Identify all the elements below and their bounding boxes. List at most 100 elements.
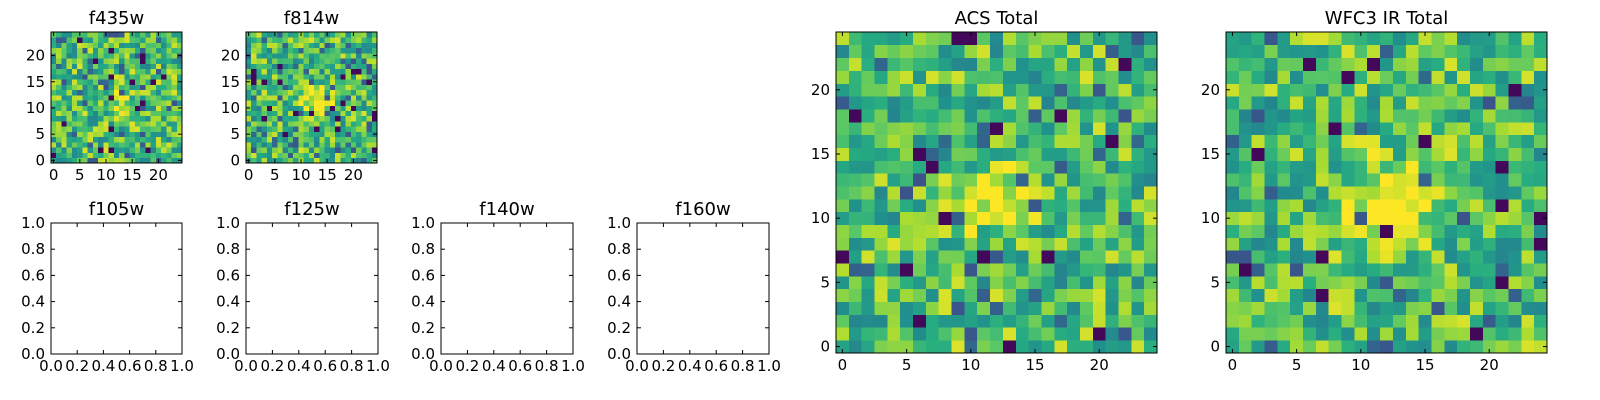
heatmap-cell bbox=[1315, 314, 1330, 328]
heatmap-cell bbox=[1303, 198, 1317, 213]
heatmap-cell bbox=[1508, 109, 1522, 123]
heatmap-cell bbox=[166, 94, 172, 101]
heatmap-cell bbox=[1251, 275, 1265, 290]
heatmap-cell bbox=[1226, 314, 1240, 328]
heatmap-cell bbox=[92, 84, 99, 91]
x-tick-label: 15 bbox=[1415, 356, 1434, 374]
heatmap-cell bbox=[134, 126, 141, 132]
heatmap-cell bbox=[1431, 57, 1445, 71]
heatmap-cell bbox=[98, 89, 104, 96]
heatmap-cell bbox=[1328, 211, 1342, 225]
heatmap-cell bbox=[1105, 237, 1119, 251]
axes-frame bbox=[636, 222, 770, 355]
heatmap-cell bbox=[350, 58, 357, 64]
heatmap-cell bbox=[98, 136, 104, 143]
heatmap-cell bbox=[92, 126, 99, 132]
heatmap-cell bbox=[329, 115, 336, 122]
heatmap-cell bbox=[900, 224, 914, 238]
heatmap-cell bbox=[319, 42, 325, 49]
heatmap-cell bbox=[1521, 211, 1535, 225]
heatmap-cell bbox=[356, 142, 362, 148]
heatmap-cell bbox=[977, 32, 991, 46]
heatmap-cell bbox=[1328, 147, 1342, 161]
heatmap-cell bbox=[938, 83, 952, 97]
heatmap-cell bbox=[1303, 288, 1317, 303]
heatmap-cell bbox=[1315, 173, 1330, 187]
y-tick-label: 0.8 bbox=[216, 240, 240, 258]
y-tick-label: 0 bbox=[230, 151, 240, 169]
heatmap-cell bbox=[329, 126, 336, 132]
heatmap-cell bbox=[1131, 250, 1145, 264]
heatmap-cell bbox=[951, 121, 965, 136]
heatmap-cell bbox=[155, 58, 162, 64]
heatmap-cell bbox=[350, 147, 357, 153]
heatmap-cell bbox=[1054, 32, 1068, 46]
heatmap-cell bbox=[887, 263, 901, 277]
heatmap-cell bbox=[56, 84, 62, 91]
heatmap-cell bbox=[103, 52, 110, 59]
heatmap-cell bbox=[1328, 275, 1342, 290]
heatmap-cell bbox=[298, 152, 305, 159]
heatmap-cell bbox=[66, 157, 73, 164]
heatmap-cell bbox=[319, 131, 325, 138]
heatmap-cell bbox=[1482, 275, 1497, 290]
heatmap-cell bbox=[277, 79, 284, 85]
heatmap-cell bbox=[340, 63, 346, 70]
heatmap-cell bbox=[1444, 301, 1458, 315]
heatmap-cell bbox=[1238, 173, 1253, 187]
heatmap-cell bbox=[900, 237, 914, 251]
heatmap-cell bbox=[171, 100, 178, 106]
heatmap-cell bbox=[366, 136, 373, 143]
panel-title: ACS Total bbox=[955, 8, 1039, 29]
axes-frame bbox=[835, 31, 1158, 354]
heatmap-cell bbox=[298, 147, 305, 153]
heatmap-cell bbox=[61, 79, 68, 85]
heatmap-cell bbox=[256, 121, 263, 127]
heatmap-cell bbox=[1079, 121, 1094, 136]
heatmap-cell bbox=[61, 131, 68, 138]
heatmap-cell bbox=[1482, 288, 1497, 303]
heatmap-cell bbox=[1392, 134, 1407, 148]
heatmap-cell bbox=[1380, 198, 1394, 213]
heatmap-cell bbox=[977, 327, 991, 341]
heatmap-cell bbox=[345, 115, 352, 122]
heatmap-cell bbox=[324, 58, 331, 64]
heatmap-cell bbox=[1341, 327, 1355, 341]
heatmap-cell bbox=[356, 79, 362, 85]
heatmap-cell bbox=[1521, 327, 1535, 341]
heatmap-cell bbox=[51, 142, 57, 148]
heatmap-cell bbox=[266, 142, 273, 148]
heatmap-cell bbox=[1444, 147, 1458, 161]
heatmap-cell bbox=[977, 147, 991, 161]
heatmap-cell bbox=[356, 89, 362, 96]
heatmap-cell bbox=[1144, 211, 1158, 225]
heatmap-cell bbox=[335, 105, 341, 111]
heatmap-cell bbox=[171, 105, 178, 111]
heatmap-cell bbox=[1264, 314, 1278, 328]
heatmap-cell bbox=[1290, 83, 1304, 97]
heatmap-cell bbox=[1002, 314, 1017, 328]
heatmap-cell bbox=[293, 89, 299, 96]
heatmap-cell bbox=[113, 126, 120, 132]
heatmap-cell bbox=[1328, 121, 1342, 136]
heatmap-cell bbox=[87, 131, 94, 138]
heatmap-cell bbox=[938, 173, 952, 187]
heatmap-cell bbox=[1290, 160, 1304, 174]
heatmap-cell bbox=[140, 37, 146, 43]
heatmap-cell bbox=[266, 73, 273, 80]
heatmap-cell bbox=[324, 115, 331, 122]
heatmap-cell bbox=[1354, 109, 1368, 123]
heatmap-cell bbox=[98, 52, 104, 59]
heatmap-cell bbox=[56, 152, 62, 159]
heatmap-cell bbox=[71, 58, 78, 64]
heatmap-cell bbox=[836, 147, 850, 161]
heatmap-cell bbox=[256, 79, 263, 85]
panel-5: 0.0 0.2 0.4 0.6 0.8 1.00.00.20.40.60.81.0f140… bbox=[411, 199, 585, 375]
heatmap-cell bbox=[1079, 147, 1094, 161]
heatmap-cell bbox=[150, 142, 157, 148]
heatmap-cell bbox=[51, 147, 57, 153]
heatmap-cell bbox=[1251, 96, 1265, 110]
heatmap-cell bbox=[266, 121, 273, 127]
heatmap-cell bbox=[836, 83, 850, 97]
heatmap-cell bbox=[1226, 121, 1240, 136]
